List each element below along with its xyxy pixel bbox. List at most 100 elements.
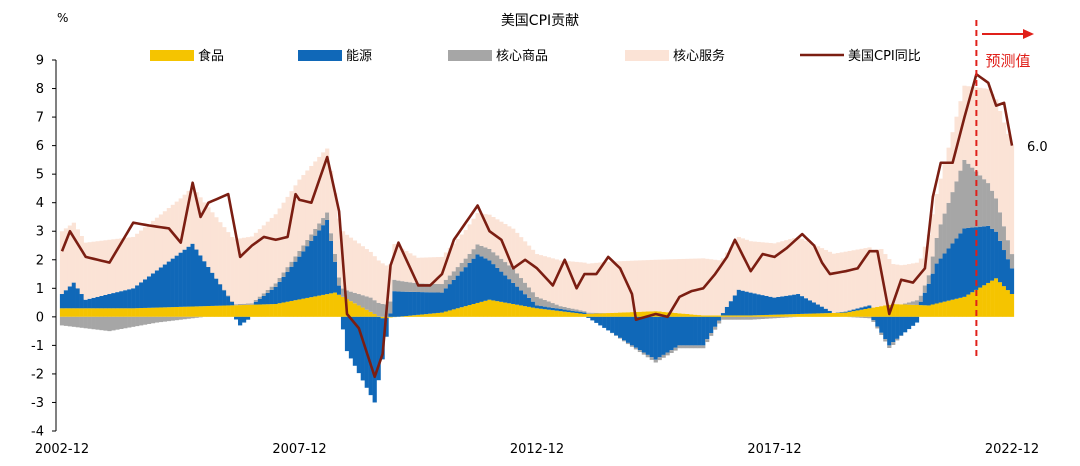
bar-food <box>720 315 726 317</box>
bar-core-services <box>614 261 619 313</box>
bar-food <box>863 309 868 317</box>
bar-core-goods <box>748 316 753 320</box>
bar-core-services <box>226 232 231 296</box>
bar-core-services <box>586 263 591 313</box>
bar-core-services <box>459 234 464 263</box>
bar-food <box>629 312 635 317</box>
bar-food <box>166 307 171 317</box>
bar-food <box>146 307 152 317</box>
bar-energy <box>827 310 833 314</box>
bar-core-goods <box>245 303 251 305</box>
bar-food <box>372 313 377 317</box>
bar-food <box>598 313 603 317</box>
bar-core-goods <box>716 320 722 324</box>
bar-core-goods <box>938 224 943 259</box>
bar-core-services <box>123 237 128 291</box>
bar-core-services <box>903 264 908 304</box>
bar-food <box>590 313 595 317</box>
y-tick-label: 9 <box>36 54 44 69</box>
bar-core-services <box>554 259 559 305</box>
bar-energy <box>641 316 646 353</box>
bar-core-services <box>637 260 643 312</box>
bar-energy <box>863 306 868 309</box>
bar-food <box>230 305 235 317</box>
bar-core-services <box>1005 134 1011 241</box>
bar-core-services <box>206 207 211 267</box>
bar-food <box>313 296 318 317</box>
bar-energy <box>206 267 211 307</box>
bar-food <box>428 313 433 317</box>
cpi-yoy-path <box>60 72 1014 379</box>
bar-core-goods <box>431 283 437 293</box>
bar-core-services <box>435 257 441 284</box>
bar-energy <box>178 252 183 307</box>
bar-energy <box>906 316 912 330</box>
bar-core-services <box>677 259 682 314</box>
bar-energy <box>404 291 409 316</box>
bar-food <box>238 305 243 317</box>
bar-energy <box>495 267 500 302</box>
bar-food <box>550 310 555 317</box>
bar-core-goods <box>241 303 247 305</box>
bar-core-services <box>566 261 571 308</box>
bar-core-goods <box>645 354 650 358</box>
bar-energy <box>1005 259 1011 291</box>
bar-energy <box>879 316 884 333</box>
bar-energy <box>550 307 555 311</box>
bar-energy <box>891 316 896 343</box>
bar-food <box>618 312 623 317</box>
bar-energy <box>499 271 504 302</box>
bar-energy <box>910 316 916 326</box>
bar-energy <box>348 316 354 359</box>
bar-food <box>978 287 983 317</box>
bar-core-services <box>131 236 136 289</box>
bar-core-goods <box>265 289 270 293</box>
bar-food <box>986 282 991 317</box>
bar-energy <box>590 316 595 321</box>
bar-core-goods <box>582 311 587 313</box>
bar-core-services <box>681 258 686 314</box>
bar-food <box>780 314 785 317</box>
bar-energy <box>340 316 346 330</box>
bar-core-services <box>95 241 100 297</box>
bar-energy <box>368 316 373 396</box>
bar-energy <box>578 311 583 314</box>
bar-energy <box>859 307 864 310</box>
bar-energy <box>491 264 496 301</box>
bar-food <box>673 312 678 317</box>
legend-label: 能源 <box>346 49 372 64</box>
bar-food <box>143 307 148 317</box>
bar-core-goods <box>982 179 987 227</box>
bar-core-services <box>633 260 639 312</box>
bar-food <box>111 308 116 317</box>
bar-core-services <box>475 213 480 245</box>
bar-core-services <box>368 251 373 298</box>
bar-food <box>835 312 840 317</box>
bar-core-services <box>265 221 270 290</box>
bar-core-services <box>503 224 508 263</box>
bar-core-goods <box>439 284 445 293</box>
bar-energy <box>317 230 322 296</box>
bar-energy <box>123 290 128 309</box>
y-axis: -4 -3 -2 -1 0 1 2 3 4 5 6 7 8 9 <box>31 54 57 440</box>
bar-energy <box>990 228 995 281</box>
bar-core-goods <box>867 316 872 319</box>
bar-core-goods <box>115 316 120 330</box>
bar-energy <box>895 316 900 339</box>
bar-core-services <box>356 243 361 295</box>
bar-food <box>475 302 480 317</box>
bar-energy <box>772 297 777 315</box>
bar-food <box>796 313 801 317</box>
bar-core-services <box>218 222 223 285</box>
bar-core-services <box>978 87 983 176</box>
bar-core-services <box>107 239 112 295</box>
bar-energy <box>946 248 951 301</box>
bar-food <box>926 305 931 317</box>
bar-food <box>621 312 627 317</box>
bar-core-goods <box>87 316 92 329</box>
bar-energy <box>273 286 278 304</box>
bar-food <box>594 313 599 317</box>
bar-food <box>99 308 104 317</box>
bar-food <box>546 309 551 317</box>
bar-core-services <box>986 88 991 184</box>
